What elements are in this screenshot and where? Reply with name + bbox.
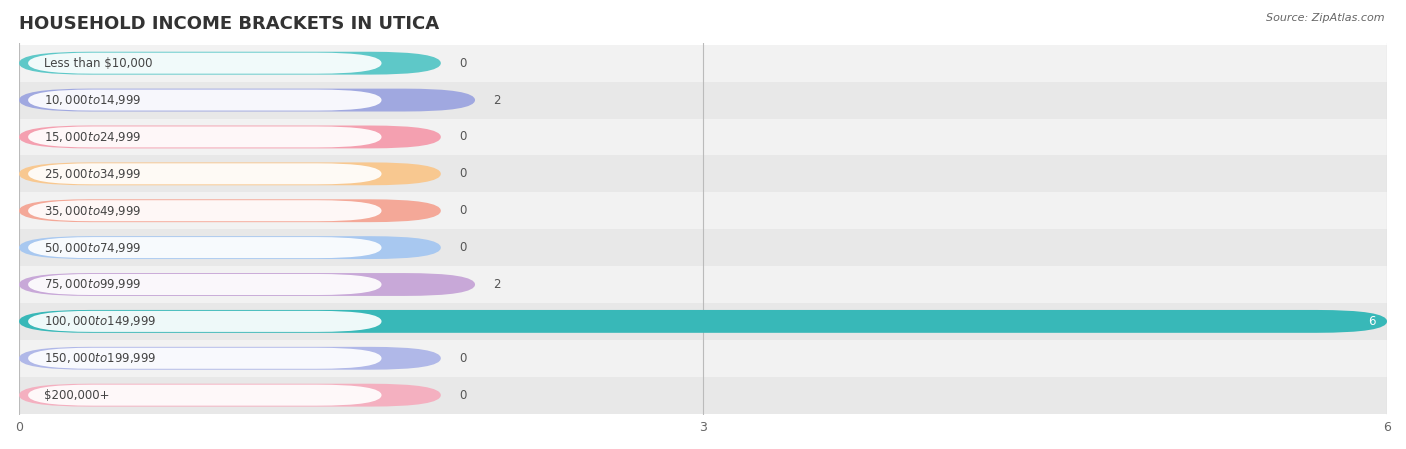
Text: $75,000 to $99,999: $75,000 to $99,999 <box>44 277 142 291</box>
Bar <box>20 192 1388 229</box>
Text: 0: 0 <box>460 352 467 365</box>
FancyBboxPatch shape <box>20 310 1388 333</box>
Text: 0: 0 <box>460 389 467 402</box>
FancyBboxPatch shape <box>20 236 441 259</box>
FancyBboxPatch shape <box>28 200 381 221</box>
Text: 0: 0 <box>460 167 467 180</box>
FancyBboxPatch shape <box>20 384 441 407</box>
Text: $50,000 to $74,999: $50,000 to $74,999 <box>44 241 142 255</box>
Text: Source: ZipAtlas.com: Source: ZipAtlas.com <box>1267 13 1385 23</box>
Bar <box>20 266 1388 303</box>
Bar <box>20 303 1388 340</box>
Text: 6: 6 <box>1368 315 1375 328</box>
Text: $200,000+: $200,000+ <box>44 389 110 402</box>
Bar <box>20 377 1388 414</box>
FancyBboxPatch shape <box>20 199 441 222</box>
Text: 0: 0 <box>460 204 467 217</box>
Bar <box>20 340 1388 377</box>
Text: $15,000 to $24,999: $15,000 to $24,999 <box>44 130 142 144</box>
FancyBboxPatch shape <box>28 127 381 147</box>
Text: $25,000 to $34,999: $25,000 to $34,999 <box>44 167 142 181</box>
FancyBboxPatch shape <box>20 273 475 296</box>
Text: 0: 0 <box>460 241 467 254</box>
Text: $150,000 to $199,999: $150,000 to $199,999 <box>44 351 156 365</box>
FancyBboxPatch shape <box>20 52 441 75</box>
FancyBboxPatch shape <box>20 88 475 111</box>
FancyBboxPatch shape <box>20 163 441 185</box>
Text: $10,000 to $14,999: $10,000 to $14,999 <box>44 93 142 107</box>
Text: $35,000 to $49,999: $35,000 to $49,999 <box>44 204 142 218</box>
FancyBboxPatch shape <box>28 163 381 185</box>
Bar <box>20 229 1388 266</box>
Text: Less than $10,000: Less than $10,000 <box>44 57 153 70</box>
FancyBboxPatch shape <box>28 311 381 332</box>
Bar <box>20 119 1388 155</box>
FancyBboxPatch shape <box>20 347 441 370</box>
Text: HOUSEHOLD INCOME BRACKETS IN UTICA: HOUSEHOLD INCOME BRACKETS IN UTICA <box>20 15 439 33</box>
Text: 0: 0 <box>460 57 467 70</box>
FancyBboxPatch shape <box>20 126 441 148</box>
Text: 2: 2 <box>494 278 501 291</box>
FancyBboxPatch shape <box>28 348 381 369</box>
Text: 2: 2 <box>494 93 501 106</box>
FancyBboxPatch shape <box>28 274 381 295</box>
Text: 0: 0 <box>460 131 467 143</box>
FancyBboxPatch shape <box>28 89 381 110</box>
FancyBboxPatch shape <box>28 385 381 406</box>
Bar <box>20 82 1388 119</box>
Bar <box>20 155 1388 192</box>
FancyBboxPatch shape <box>28 237 381 258</box>
Text: $100,000 to $149,999: $100,000 to $149,999 <box>44 314 156 328</box>
Bar <box>20 45 1388 82</box>
FancyBboxPatch shape <box>28 53 381 74</box>
